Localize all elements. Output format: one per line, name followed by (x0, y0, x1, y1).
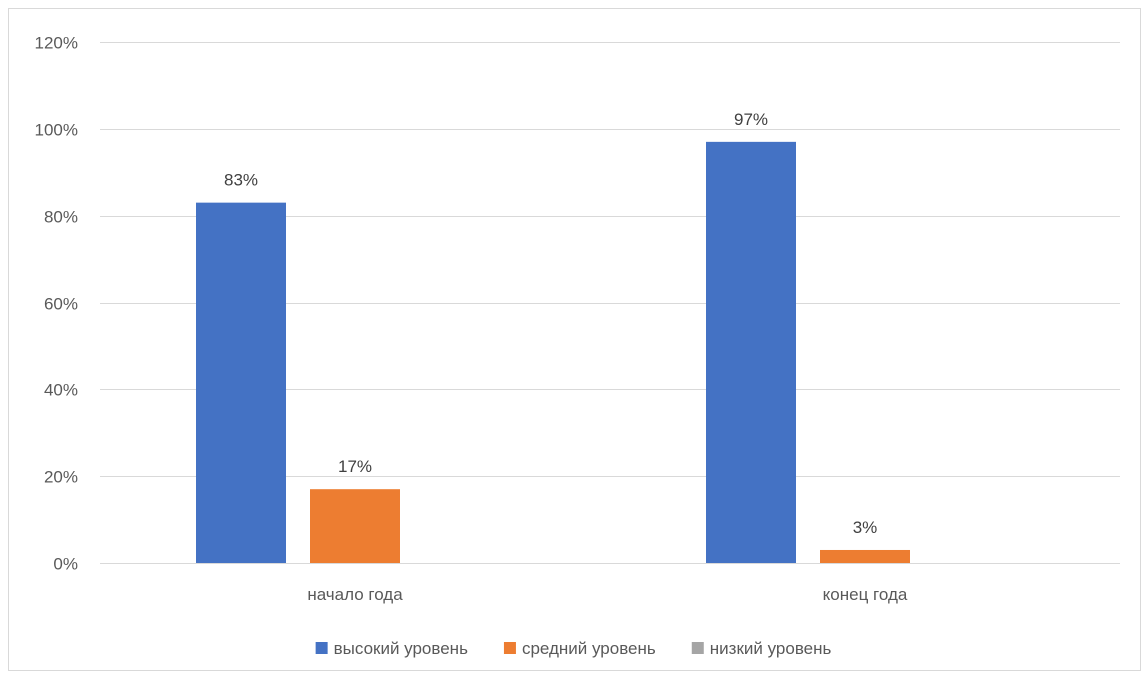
data-label: 97% (734, 110, 768, 129)
x-category-label: конец года (823, 585, 908, 604)
data-label: 3% (853, 518, 878, 537)
legend-label: низкий уровень (710, 639, 832, 658)
data-label: 83% (224, 171, 258, 190)
y-tick-label: 80% (44, 208, 78, 227)
bar-1-1 (196, 202, 286, 563)
y-tick-label: 40% (44, 381, 78, 400)
x-axis-category-labels: начало года конец года (307, 585, 908, 604)
legend-swatch (315, 642, 328, 654)
data-labels: 83% 17% 97% 3% (224, 110, 877, 537)
legend-label: высокий уровень (334, 639, 468, 658)
data-label: 17% (338, 457, 372, 476)
x-category-label: начало года (307, 585, 403, 604)
y-tick-label: 120% (35, 34, 78, 53)
bar-1-2 (706, 141, 796, 563)
bar-2-1 (310, 489, 400, 563)
legend-label: средний уровень (522, 639, 656, 658)
chart-frame (8, 8, 1141, 671)
legend: высокий уровень средний уровень низкий уро… (315, 639, 832, 658)
legend-swatch (503, 642, 516, 654)
y-tick-label: 20% (44, 468, 78, 487)
legend-swatch (691, 642, 704, 654)
y-axis-tick-labels: 0% 20% 40% 60% 80% 100% 120% (35, 34, 78, 574)
bars (196, 141, 910, 563)
y-tick-label: 100% (35, 121, 78, 140)
y-tick-label: 0% (53, 555, 78, 574)
bar-2-2 (820, 549, 910, 563)
y-tick-label: 60% (44, 295, 78, 314)
